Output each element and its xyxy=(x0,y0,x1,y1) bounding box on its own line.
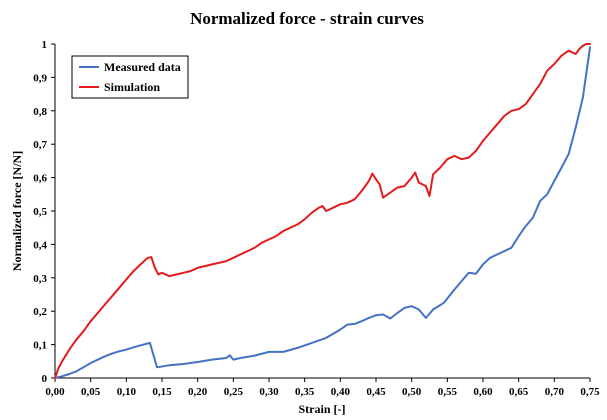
y-axis-label: Normalized force [N/N] xyxy=(10,151,24,271)
legend-label-measured: Measured data xyxy=(104,60,181,74)
x-tick-label: 0,60 xyxy=(473,386,493,398)
x-tick-label: 0,75 xyxy=(580,386,600,398)
plot-area: 0,00 0,05 0,10 0,15 0,20 0,25 0,30 0,35 0,40 0,45… xyxy=(33,39,600,398)
legend: Measured data Simulation xyxy=(71,55,189,99)
x-tick-label: 0,10 xyxy=(117,386,137,398)
y-tick-label: 0,5 xyxy=(33,206,47,218)
legend-box xyxy=(71,55,189,99)
y-tick-label: 0,3 xyxy=(33,273,47,285)
y-tick-label: 0,2 xyxy=(33,306,47,318)
y-tick-label: 0,8 xyxy=(33,106,47,118)
x-tick-label: 0,30 xyxy=(259,386,279,398)
y-tick-label: 0,7 xyxy=(33,139,47,151)
x-tick-label: 0,20 xyxy=(188,386,208,398)
x-tick-label: 0,05 xyxy=(81,386,101,398)
legend-label-simulation: Simulation xyxy=(104,80,160,94)
x-tick-label: 0,00 xyxy=(45,386,65,398)
x-tick-label: 0,25 xyxy=(224,386,244,398)
y-tick-label: 1 xyxy=(42,39,48,51)
x-tick-label: 0,35 xyxy=(295,386,315,398)
y-tick-label: 0,4 xyxy=(33,239,47,251)
x-tick-label: 0,50 xyxy=(402,386,422,398)
y-tick-label: 0,1 xyxy=(33,340,47,352)
y-tick-label: 0,9 xyxy=(33,72,47,84)
y-tick-label: 0,6 xyxy=(33,173,47,185)
x-tick-label: 0,70 xyxy=(545,386,565,398)
series-line-simulation xyxy=(54,43,591,379)
y-tick-label: 0 xyxy=(42,373,48,385)
chart-title: Normalized force - strain curves xyxy=(190,9,424,28)
x-tick-label: 0,15 xyxy=(152,386,172,398)
x-axis-label: Strain [-] xyxy=(299,402,346,416)
x-tick-label: 0,55 xyxy=(438,386,458,398)
x-tick-label: 0,45 xyxy=(366,386,386,398)
series-line-measured-data xyxy=(54,46,591,379)
x-tick-label: 0,65 xyxy=(509,386,529,398)
x-tick-label: 0,40 xyxy=(331,386,351,398)
